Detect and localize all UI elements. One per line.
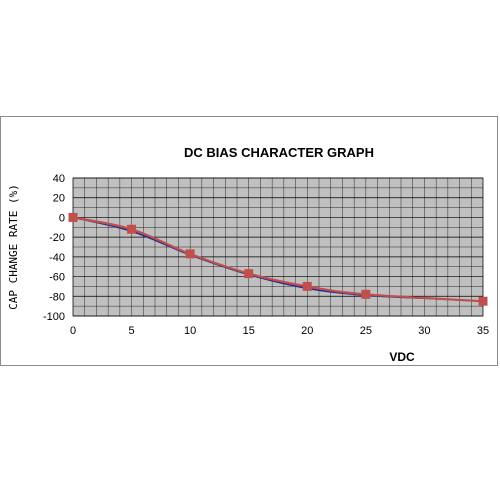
y-tick-label: -40: [49, 252, 65, 264]
y-axis-label: CAP CHANGE RATE (%): [7, 184, 20, 310]
data-point-marker: [478, 296, 488, 306]
x-axis-label: VDC: [389, 350, 415, 364]
y-tick-label: -60: [49, 272, 65, 284]
x-tick-label: 10: [184, 325, 196, 337]
x-tick-label: 20: [301, 325, 313, 337]
y-tick-label: 40: [53, 173, 65, 185]
data-point-marker: [361, 289, 371, 299]
data-point-marker: [68, 212, 78, 222]
x-tick-label: 5: [129, 325, 135, 337]
data-point-marker: [185, 249, 195, 259]
x-tick-label: 35: [477, 325, 489, 337]
x-tick-label: 15: [243, 325, 255, 337]
y-tick-label: -80: [49, 291, 65, 303]
data-point-marker: [127, 224, 137, 234]
y-tick-label: 20: [53, 193, 65, 205]
tick-labels: 0 5 10 15 20 25 30 35 40 20 0 -20 -40 -60 -80 -100: [43, 173, 489, 337]
y-tick-label: 0: [59, 212, 65, 224]
chart-frame: DC BIAS CHARACTER GRAPH 0 5 10 15 20 25 30 35 40…: [0, 116, 498, 366]
x-tick-label: 25: [360, 325, 372, 337]
data-point-marker: [302, 281, 312, 291]
chart-title: DC BIAS CHARACTER GRAPH: [184, 145, 374, 160]
gridlines: [72, 177, 484, 317]
y-tick-label: -100: [43, 311, 65, 323]
dc-bias-chart: DC BIAS CHARACTER GRAPH 0 5 10 15 20 25 30 35 40…: [7, 145, 489, 364]
data-point-marker: [244, 269, 254, 279]
x-tick-label: 0: [70, 325, 76, 337]
series-layer: [68, 212, 488, 306]
x-tick-label: 30: [418, 325, 430, 337]
y-tick-label: -20: [49, 232, 65, 244]
